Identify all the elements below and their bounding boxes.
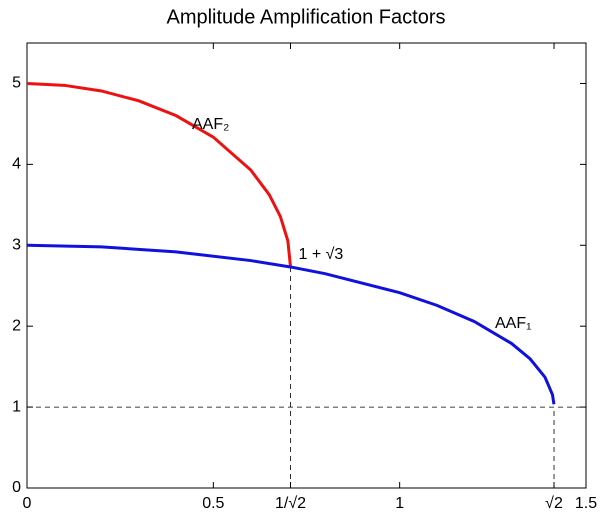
y-tick-label: 1: [12, 398, 21, 415]
x-tick-label: 0.5: [202, 495, 224, 512]
line-series: [26, 243, 556, 405]
y-tick-label: 5: [12, 75, 21, 92]
x-tick-label: 0: [23, 495, 32, 512]
annotation: 1 + √3: [299, 246, 344, 263]
x-tick-label: 1/√2: [275, 495, 306, 512]
y-tick-label: 4: [12, 156, 21, 173]
x-tick-label: 1: [395, 495, 404, 512]
x-tick-label: √2: [545, 495, 563, 512]
y-tick-label: 2: [12, 317, 21, 334]
series-label: AAF₁: [495, 315, 532, 332]
y-tick-label: 3: [12, 236, 21, 253]
x-tick-label: 1.5: [575, 495, 597, 512]
plot-frame: [26, 42, 587, 489]
chart-title: Amplitude Amplification Factors: [166, 6, 445, 28]
series-label: AAF₂: [192, 116, 229, 133]
line-series: [26, 81, 293, 268]
y-tick-label: 0: [12, 479, 21, 496]
